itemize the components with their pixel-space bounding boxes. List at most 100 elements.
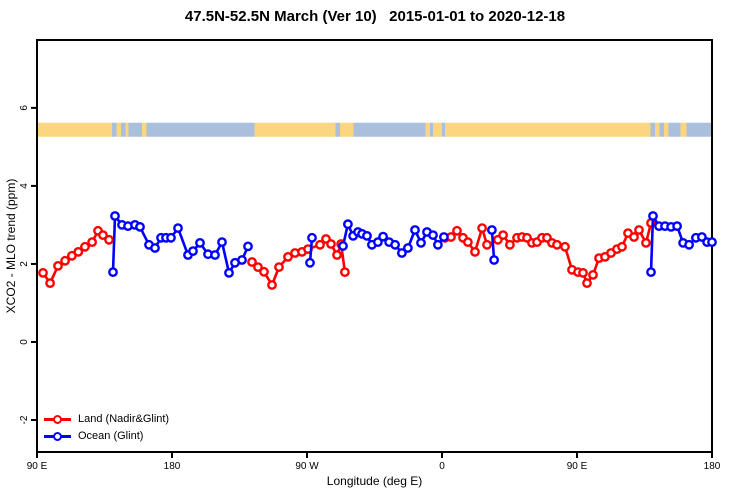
x-tick-label: 90 E [567, 461, 588, 472]
data-point [247, 257, 257, 267]
data-point [641, 237, 651, 248]
data-point [629, 232, 639, 242]
legend: Land (Nadir&Glint) Ocean (Glint) [44, 411, 169, 445]
data-point [489, 255, 499, 265]
map-band-land-segment [433, 122, 442, 137]
map-band-land-segment [655, 122, 660, 137]
data-point [305, 257, 315, 268]
map-band-ocean-segment [353, 122, 426, 137]
y-tick-label: -2 [19, 415, 30, 424]
map-band-ocean-segment [430, 122, 433, 137]
data-point [73, 246, 84, 257]
x-axis-label: Longitude (deg E) [326, 474, 423, 488]
x-tick-label: 180 [704, 461, 721, 472]
legend-label-land: Land (Nadir&Glint) [78, 413, 170, 425]
data-point [274, 262, 284, 272]
data-point [243, 241, 253, 252]
y-tick-label: 2 [19, 261, 30, 267]
data-point [253, 262, 263, 272]
map-band-ocean-segment [686, 122, 712, 137]
data-point [582, 278, 592, 288]
data-point [224, 267, 234, 278]
land-series-swatch [44, 411, 71, 428]
map-band-ocean-segment [121, 122, 126, 137]
map-band-ocean-segment [650, 122, 655, 137]
chart-title: 47.5N-52.5N March (Ver 10) 2015-01-01 to… [184, 8, 566, 25]
data-point [267, 280, 277, 290]
x-tick-label: 90 W [295, 461, 319, 472]
data-point [342, 219, 353, 230]
data-point [80, 241, 90, 252]
legend-item-land: Land (Nadir&Glint) [44, 411, 169, 428]
x-axis-ticks: 90 E 180 90 W 0 90 E 180 [27, 452, 721, 472]
y-tick-label: 0 [19, 339, 30, 345]
data-point [188, 246, 198, 257]
data-point [438, 232, 449, 242]
map-band-land-segment [142, 122, 147, 137]
data-point [339, 267, 350, 277]
data-point [378, 231, 388, 242]
data-point [259, 266, 269, 277]
data-point [452, 225, 462, 236]
data-point [504, 239, 515, 250]
data-point [648, 211, 658, 221]
map-band-ocean-segment [442, 122, 445, 137]
data-point [283, 251, 293, 262]
series-line [490, 229, 496, 261]
map-band-ocean-segment [335, 122, 340, 137]
map-band [37, 122, 712, 137]
data-point [578, 267, 588, 278]
data-point [428, 230, 438, 241]
data-point [560, 241, 570, 252]
map-band-land-segment [680, 122, 687, 137]
map-band-ocean-segment [112, 122, 117, 137]
data-point [707, 237, 717, 248]
map-band-land-segment [425, 122, 430, 137]
data-point [45, 278, 55, 288]
data-point [87, 237, 98, 248]
data-point [38, 267, 48, 278]
data-point [462, 237, 473, 248]
data-point [396, 248, 407, 258]
data-point [110, 211, 120, 221]
data-point [477, 223, 487, 234]
data-point [104, 234, 114, 245]
data-point [470, 246, 480, 257]
map-band-ocean-segment [659, 122, 664, 137]
map-band-land-segment [125, 122, 129, 137]
data-point [210, 250, 220, 260]
data-point [217, 237, 227, 248]
data-point [390, 239, 400, 250]
data-point [108, 267, 118, 277]
data-point [646, 267, 656, 277]
map-band-land-segment [664, 122, 669, 137]
data-point [195, 237, 205, 248]
map-band-ocean-segment [128, 122, 142, 137]
data-point [372, 237, 383, 248]
data-point [332, 250, 342, 260]
data-point [416, 237, 426, 248]
x-tick-label: 180 [164, 461, 181, 472]
legend-item-ocean: Ocean (Glint) [44, 428, 169, 445]
data-point [307, 232, 317, 243]
data-point [135, 221, 145, 232]
data-point [498, 230, 508, 241]
map-band-land-segment [445, 122, 651, 137]
data-point [53, 260, 63, 271]
data-point [98, 230, 108, 241]
data-point [482, 239, 492, 250]
map-band-land-segment [340, 122, 354, 137]
data-point [486, 225, 497, 235]
data-point [588, 269, 598, 280]
x-tick-label: 90 E [27, 461, 48, 472]
data-point [402, 243, 413, 253]
legend-label-ocean: Ocean (Glint) [78, 430, 144, 442]
data-point [166, 232, 176, 243]
data-point [326, 239, 336, 249]
map-band-land-segment [116, 122, 121, 137]
x-tick-label: 0 [439, 461, 445, 472]
map-band-land-segment [37, 122, 112, 137]
data-point [237, 255, 247, 265]
